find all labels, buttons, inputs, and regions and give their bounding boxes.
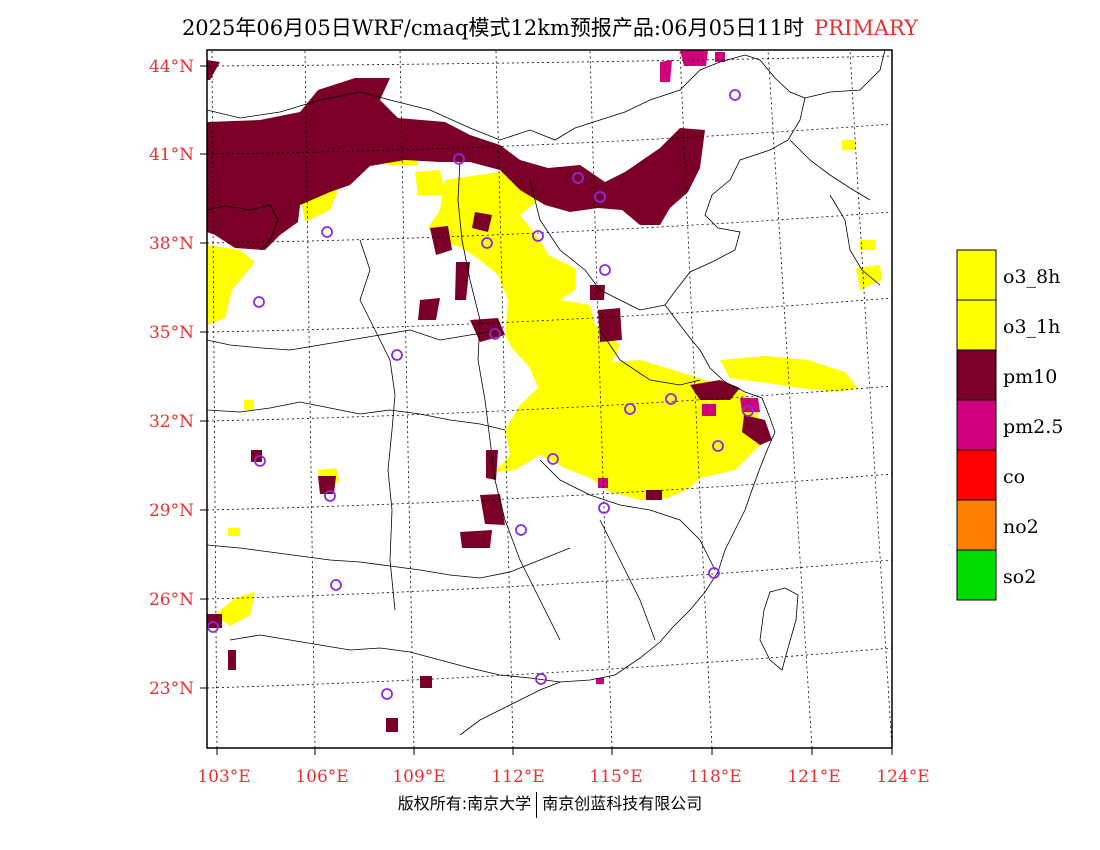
graticule [207, 50, 892, 748]
station-marker [391, 349, 403, 361]
station-marker [729, 89, 741, 101]
station-marker [598, 502, 610, 514]
station-marker [572, 172, 584, 184]
station-marker [547, 453, 559, 465]
legend-label: o3_1h [1003, 316, 1060, 338]
legend-label: o3_8h [1003, 266, 1060, 288]
lat-label: 38°N [149, 234, 194, 254]
lat-label: 41°N [149, 145, 194, 165]
legend-label: pm10 [1003, 366, 1057, 388]
title-primary: PRIMARY [814, 16, 919, 40]
legend-swatch-so2 [956, 549, 997, 601]
lat-label: 26°N [149, 590, 194, 610]
lon-label: 115°E [589, 767, 642, 787]
station-markers [207, 89, 754, 700]
copyright-company: 南京创蓝科技有限公司 [542, 794, 703, 813]
lon-label: 112°E [491, 767, 544, 787]
station-marker [742, 405, 754, 417]
footer-separator [536, 791, 538, 818]
station-marker [453, 153, 465, 165]
lon-ticks [216, 748, 893, 755]
station-marker [253, 296, 265, 308]
station-marker [712, 440, 724, 452]
lon-label: 106°E [295, 767, 348, 787]
copyright-owner: 版权所有:南京大学 [397, 794, 532, 813]
station-marker [489, 328, 501, 340]
copyright-footer: 版权所有:南京大学 南京创蓝科技有限公司 [0, 790, 1100, 818]
lat-label: 23°N [149, 679, 194, 699]
lat-label: 29°N [149, 501, 194, 521]
station-marker [330, 579, 342, 591]
legend-label: so2 [1003, 566, 1036, 588]
lon-label: 124°E [876, 767, 929, 787]
station-marker [665, 393, 677, 405]
lon-label: 121°E [787, 767, 840, 787]
title-main: 2025年06月05日WRF/cmaq模式12km预报产品:06月05日11时 [181, 16, 805, 40]
lon-labels: 103°E 106°E 109°E 112°E 115°E 118°E 121°… [197, 767, 929, 787]
map-frame [206, 49, 893, 749]
station-marker [594, 191, 606, 203]
lat-labels: 44°N 41°N 38°N 35°N 32°N 29°N 26°N 23°N [149, 57, 194, 699]
lat-label: 32°N [149, 412, 194, 432]
lon-label: 103°E [197, 767, 250, 787]
pollutant-overlay [207, 50, 882, 732]
pm25-area [596, 50, 760, 684]
station-marker [207, 621, 219, 633]
station-marker [708, 567, 720, 579]
legend-label: pm2.5 [1003, 416, 1063, 438]
legend-swatch-pm25 [956, 399, 997, 451]
legend-swatch-pm10 [956, 349, 997, 401]
legend-label: no2 [1003, 516, 1039, 538]
station-marker [324, 490, 336, 502]
station-marker [599, 264, 611, 276]
station-marker [532, 230, 544, 242]
lon-label: 109°E [392, 767, 445, 787]
station-marker [321, 226, 333, 238]
station-marker [381, 688, 393, 700]
station-marker [481, 237, 493, 249]
station-marker [254, 455, 266, 467]
station-marker [535, 673, 547, 685]
lat-label: 44°N [149, 57, 194, 77]
legend-label: co [1003, 466, 1025, 488]
legend-swatch-co [956, 449, 997, 501]
station-marker [515, 524, 527, 536]
boundary-lines [207, 50, 886, 736]
pm10-area [207, 60, 772, 732]
lon-label: 118°E [688, 767, 741, 787]
station-marker [624, 403, 636, 415]
legend: o3_8h o3_1h pm10 pm2.5 co no2 so2 [956, 249, 1063, 601]
o3-area [207, 140, 882, 626]
map-title: 2025年06月05日WRF/cmaq模式12km预报产品:06月05日11时 P… [0, 12, 1100, 42]
lat-ticks [200, 65, 207, 689]
legend-swatch-o3-1h [956, 299, 997, 351]
legend-swatch-o3-8h [956, 249, 997, 301]
lat-label: 35°N [149, 323, 194, 343]
legend-swatch-no2 [956, 499, 997, 551]
